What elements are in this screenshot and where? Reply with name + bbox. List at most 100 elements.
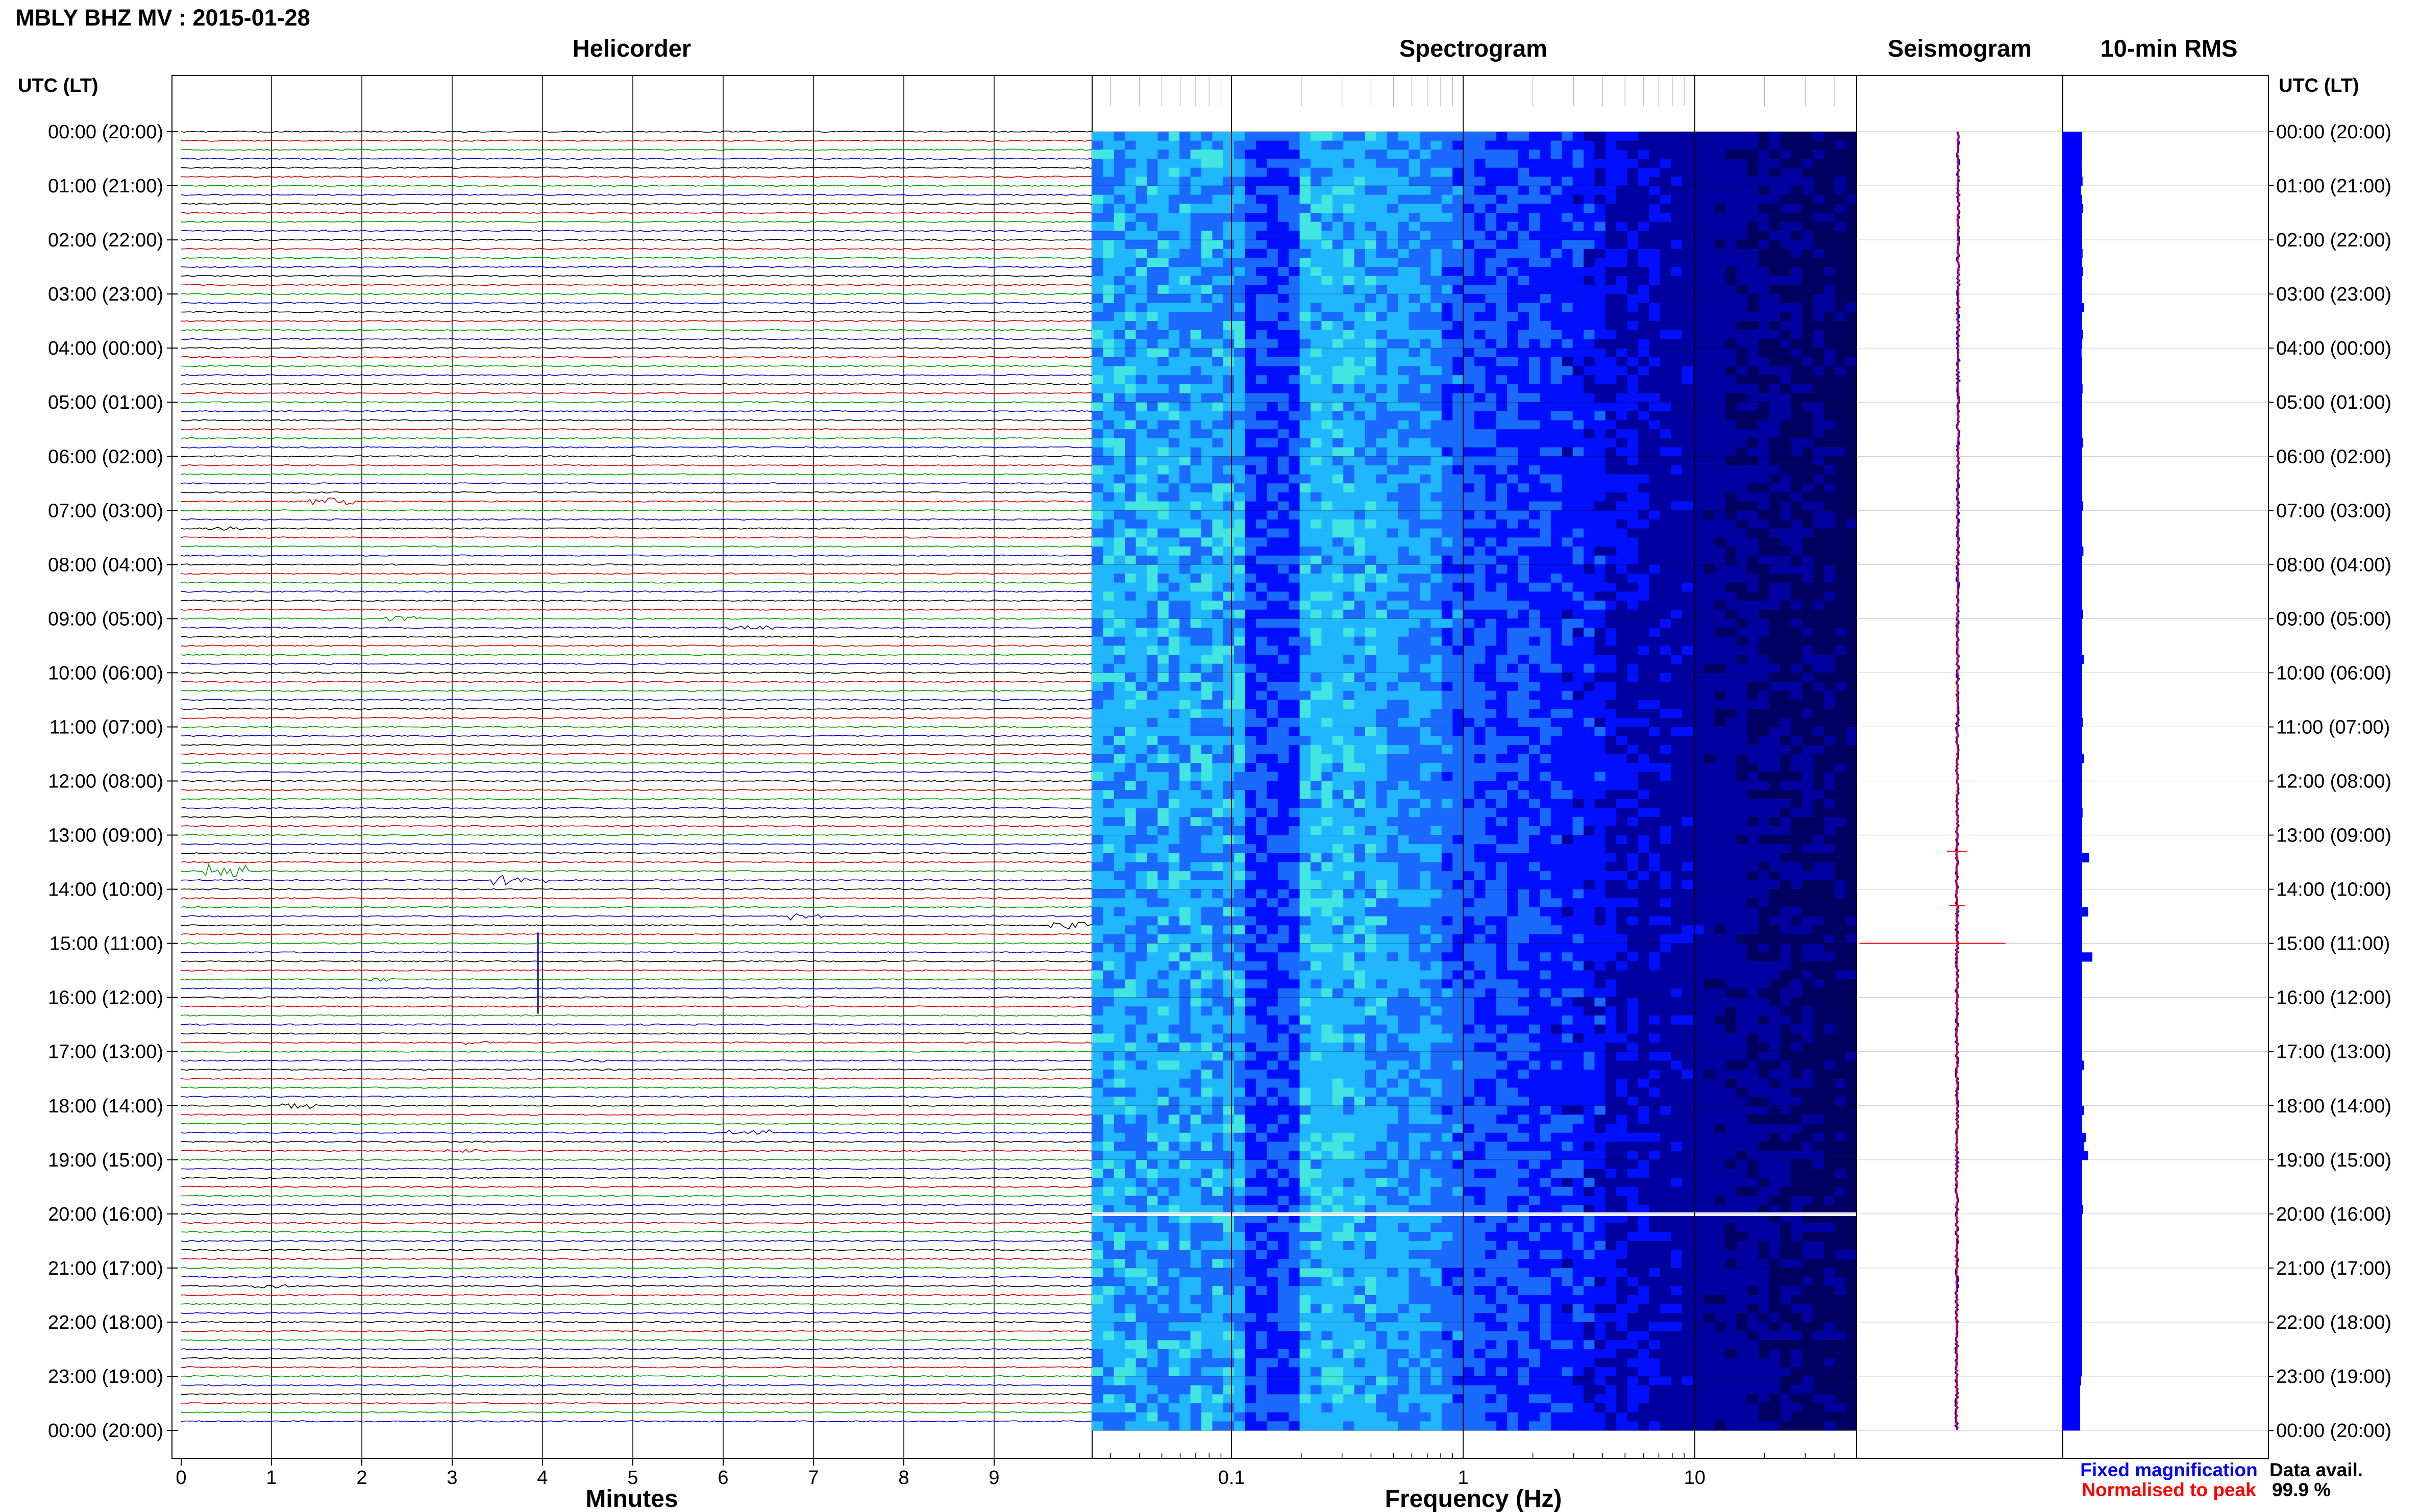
spectrogram-cell	[1507, 636, 1519, 646]
spectrogram-cell	[1168, 240, 1180, 250]
spectrogram-cell	[1507, 393, 1519, 403]
spectrogram-cell	[1201, 564, 1213, 574]
spectrogram-cell	[1441, 132, 1453, 141]
spectrogram-cell	[1430, 312, 1442, 321]
spectrogram-cell	[1343, 294, 1355, 304]
spectrogram-cell	[1791, 447, 1803, 457]
spectrogram-cell	[1474, 285, 1486, 294]
spectrogram-cell	[1823, 357, 1835, 367]
time-label-left: 22:00 (18:00)	[48, 1312, 163, 1333]
spectrogram-cell	[1813, 411, 1824, 421]
spectrogram-cell	[1311, 700, 1322, 709]
spectrogram-cell	[1234, 276, 1246, 286]
spectrogram-cell	[1190, 727, 1202, 736]
spectrogram-cell	[1714, 601, 1726, 610]
spectrogram-cell	[1835, 258, 1846, 267]
spectrogram-cell	[1289, 267, 1300, 277]
spectrogram-cell	[1365, 240, 1376, 250]
spectrogram-cell	[1714, 574, 1726, 583]
spectrogram-cell	[1463, 447, 1475, 457]
spectrogram-cell	[1223, 429, 1235, 439]
spectrogram-cell	[1540, 194, 1551, 204]
spectrogram-cell	[1267, 438, 1278, 448]
spectrogram-cell	[1693, 519, 1704, 529]
spectrogram-cell	[1092, 591, 1103, 601]
spectrogram-cell	[1791, 591, 1803, 601]
spectrogram-cell	[1168, 177, 1180, 186]
spectrogram-cell	[1627, 537, 1639, 547]
spectrogram-cell	[1420, 285, 1431, 294]
spectrogram-cell	[1223, 591, 1235, 601]
spectrogram-cell	[1835, 411, 1846, 421]
spectrogram-cell	[1572, 366, 1584, 376]
spectrogram-cell	[1299, 555, 1311, 565]
spectrogram-cell	[1791, 249, 1803, 259]
spectrogram-cell	[1441, 312, 1453, 321]
spectrogram-cell	[1201, 673, 1213, 682]
spectrogram-cell	[1365, 456, 1376, 466]
spectrogram-cell	[1540, 213, 1551, 222]
spectrogram-cell	[1605, 330, 1617, 340]
spectrogram-cell	[1605, 240, 1617, 250]
spectrogram-cell	[1147, 582, 1158, 592]
spectrogram-cell	[1441, 574, 1453, 583]
spectrogram-cell	[1769, 555, 1781, 565]
spectrogram-cell	[1747, 348, 1759, 358]
spectrogram-cell	[1725, 609, 1737, 619]
spectrogram-cell	[1136, 384, 1147, 394]
spectrogram-cell	[1747, 709, 1759, 718]
spectrogram-cell	[1168, 700, 1180, 709]
spectrogram-cell	[1103, 736, 1115, 746]
spectrogram-cell	[1627, 393, 1639, 403]
spectrogram-cell	[1103, 690, 1115, 701]
spectrogram-cell	[1343, 700, 1355, 709]
spectrogram-cell	[1430, 663, 1442, 673]
spectrogram-cell	[1463, 501, 1475, 511]
spectrogram-cell	[1125, 249, 1137, 259]
spectrogram-cell	[1387, 601, 1398, 610]
spectrogram-cell	[1103, 537, 1115, 547]
spectrogram-cell	[1649, 682, 1661, 691]
spectrogram-cell	[1704, 186, 1715, 195]
spectrogram-cell	[1594, 393, 1606, 403]
spectrogram-cell	[1518, 339, 1529, 349]
spectrogram-cell	[1627, 492, 1639, 502]
spectrogram-cell	[1311, 709, 1322, 718]
spectrogram-cell	[1299, 646, 1311, 655]
spectrogram-cell	[1179, 429, 1191, 439]
spectrogram-cell	[1168, 140, 1180, 150]
spectrogram-cell	[1769, 646, 1781, 655]
spectrogram-cell	[1540, 285, 1551, 294]
spectrogram-cell	[1616, 465, 1628, 475]
spectrogram-cell	[1649, 700, 1661, 709]
spectrogram-cell	[1594, 375, 1606, 385]
helicorder-trace	[181, 1411, 1094, 1414]
spectrogram-cell	[1507, 167, 1519, 177]
spectrogram-cell	[1332, 213, 1344, 222]
spectrogram-cell	[1845, 709, 1857, 718]
spectrogram-cell	[1398, 159, 1410, 168]
spectrogram-cell	[1791, 348, 1803, 358]
spectrogram-cell	[1540, 574, 1551, 583]
spectrogram-cell	[1660, 555, 1671, 565]
spectrogram-cell	[1332, 438, 1344, 448]
spectrogram-cell	[1769, 582, 1781, 592]
spectrogram-cell	[1682, 330, 1693, 340]
spectrogram-cell	[1441, 276, 1453, 286]
spectrogram-cell	[1714, 167, 1726, 177]
spectrogram-cell	[1550, 483, 1562, 493]
spectrogram-cell	[1441, 438, 1453, 448]
spectrogram-cell	[1430, 519, 1442, 529]
spectrogram-cell	[1474, 447, 1486, 457]
spectrogram-cell	[1223, 700, 1235, 709]
spectrogram-cell	[1289, 402, 1300, 412]
spectrogram-cell	[1430, 709, 1442, 718]
spectrogram-cell	[1507, 240, 1519, 250]
spectrogram-cell	[1277, 501, 1289, 511]
spectrogram-cell	[1660, 186, 1671, 195]
spectrogram-cell	[1245, 420, 1256, 430]
spectrogram-cell	[1616, 348, 1628, 358]
spectrogram-cell	[1332, 547, 1344, 556]
spectrogram-cell	[1441, 204, 1453, 213]
spectrogram-cell	[1736, 285, 1748, 294]
